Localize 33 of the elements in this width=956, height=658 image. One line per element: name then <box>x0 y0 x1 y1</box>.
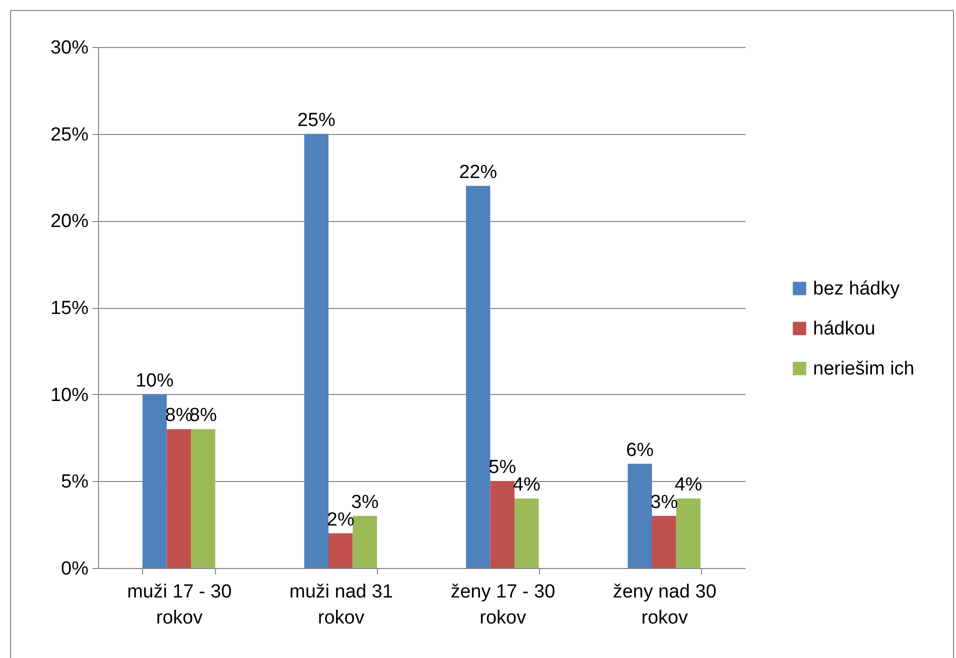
x-tick-label: ženy 17 - 30 rokov <box>450 582 556 628</box>
bar <box>676 498 701 568</box>
bar <box>328 533 353 568</box>
data-label: 3% <box>351 492 379 513</box>
y-tick-label: 30% <box>50 38 89 58</box>
y-tick-label: 0% <box>61 558 89 580</box>
bar <box>304 134 328 568</box>
bar <box>628 464 652 568</box>
y-tick-label: 5% <box>61 472 89 493</box>
legend-label: neriešim ich <box>813 358 914 380</box>
data-label: 4% <box>674 474 702 496</box>
bar <box>514 498 539 568</box>
bar <box>191 429 216 568</box>
bar <box>142 394 167 568</box>
y-tick-label: 25% <box>50 124 89 146</box>
data-label: 8% <box>189 405 217 426</box>
legend-label: bez hádky <box>813 278 900 300</box>
bar <box>352 516 378 568</box>
x-tick-label: muži 17 - 30 rokov <box>127 582 232 628</box>
y-tick-label: 15% <box>50 298 89 319</box>
bar <box>652 516 676 568</box>
data-label: 25% <box>297 110 336 131</box>
data-label: 10% <box>136 370 174 392</box>
data-label: 6% <box>626 440 654 461</box>
data-label: 22% <box>459 162 498 183</box>
x-tick-label: ženy nad 30 rokov <box>612 582 716 628</box>
bar <box>166 429 192 568</box>
bar <box>466 186 490 568</box>
x-tick-label: muži nad 31 rokov <box>289 582 393 628</box>
y-tick-label: 20% <box>50 211 89 232</box>
bar <box>490 481 515 568</box>
y-tick-label: 10% <box>50 384 89 406</box>
legend-label: hádkou <box>813 318 876 340</box>
